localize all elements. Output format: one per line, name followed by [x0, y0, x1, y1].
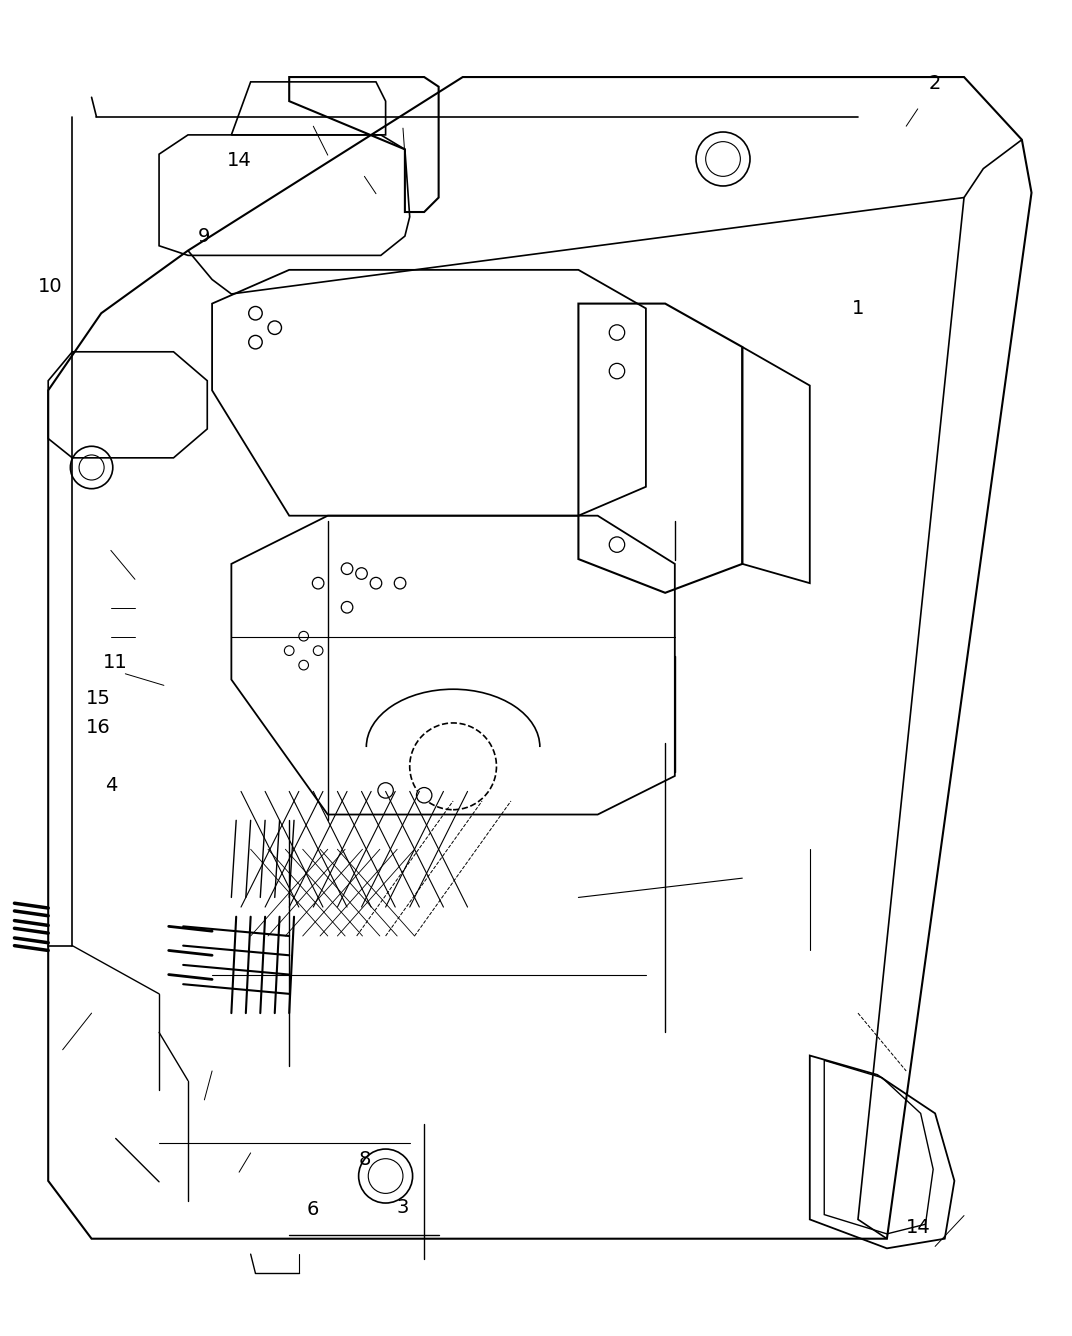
Text: 1: 1	[852, 299, 864, 318]
Text: 3: 3	[397, 1198, 410, 1217]
Circle shape	[370, 577, 382, 589]
Text: 2: 2	[929, 75, 941, 94]
Text: 11: 11	[103, 653, 128, 672]
Circle shape	[356, 568, 368, 580]
Circle shape	[416, 787, 432, 803]
Circle shape	[312, 577, 324, 589]
Circle shape	[313, 645, 323, 656]
Circle shape	[341, 601, 353, 613]
Circle shape	[378, 783, 393, 798]
Text: 15: 15	[86, 689, 110, 708]
Text: 14: 14	[906, 1217, 930, 1237]
Circle shape	[609, 325, 625, 341]
Circle shape	[609, 537, 625, 552]
Circle shape	[268, 321, 282, 334]
Circle shape	[341, 562, 353, 574]
Circle shape	[249, 306, 263, 321]
Text: 10: 10	[38, 277, 62, 295]
Circle shape	[394, 577, 406, 589]
Text: 16: 16	[86, 719, 110, 737]
Text: 14: 14	[226, 151, 252, 171]
Text: 6: 6	[307, 1200, 319, 1220]
Circle shape	[609, 363, 625, 379]
Circle shape	[299, 660, 309, 669]
Circle shape	[249, 335, 263, 349]
Circle shape	[284, 645, 294, 656]
Text: 9: 9	[198, 227, 210, 246]
Text: 4: 4	[105, 776, 117, 795]
Text: 8: 8	[358, 1150, 371, 1169]
Circle shape	[299, 632, 309, 641]
